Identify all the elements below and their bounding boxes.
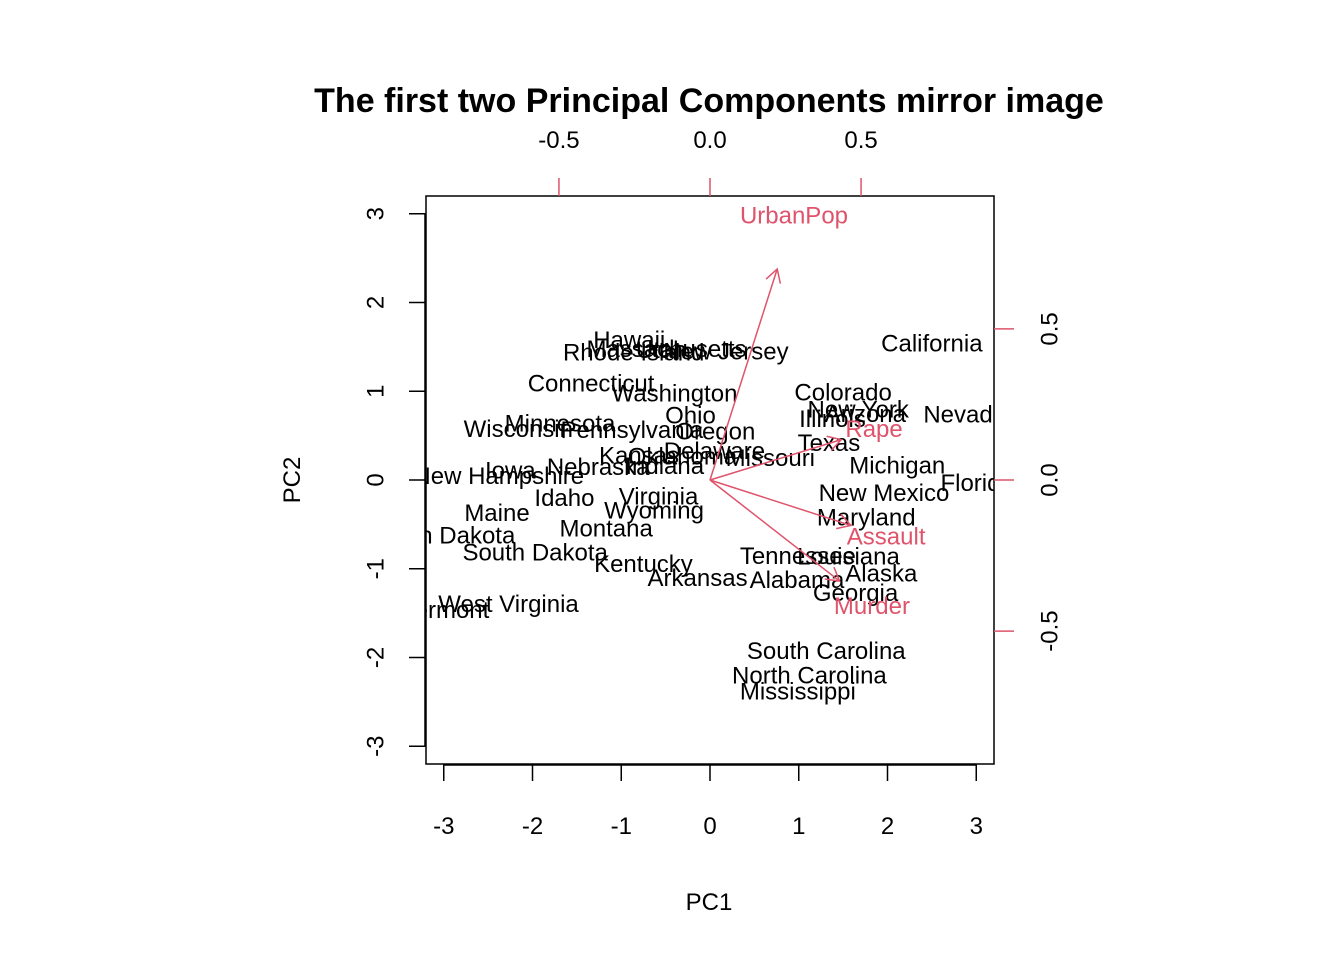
point-label: California <box>881 331 983 358</box>
x-tick-label: 1 <box>792 813 805 840</box>
point-label: Minnesota <box>505 411 616 438</box>
point-label: Wisconsin <box>464 416 573 443</box>
point-label: Georgia <box>813 580 899 607</box>
point-label: Louisiana <box>797 544 900 571</box>
point-label: Hawaii <box>593 327 665 354</box>
x-tick-label: 3 <box>970 813 983 840</box>
x-tick-label: -1 <box>611 813 632 840</box>
left-axis: -3 -2 -1 0 1 2 3 <box>363 207 426 757</box>
bottom-axis: -3 -2 -1 0 1 2 3 <box>433 764 983 840</box>
top-axis: -0.5 0.0 0.5 <box>538 127 878 196</box>
point-label: Mississippi <box>740 679 856 706</box>
y-tick-label: 2 <box>363 296 390 309</box>
point-label: Alaska <box>845 561 918 588</box>
point-label: South Dakota <box>462 539 608 566</box>
loading-label: Assault <box>847 523 926 550</box>
right-tick-label: 0.5 <box>1037 312 1064 345</box>
right-tick-label: -0.5 <box>1037 610 1064 651</box>
point-label: Idaho <box>534 485 594 512</box>
y-tick-label: 1 <box>363 385 390 398</box>
loading-arrowhead <box>826 435 843 452</box>
right-axis: -0.5 0.0 0.5 <box>994 312 1064 652</box>
loading-vectors-layer: Murder Assault UrbanPop Rape <box>709 203 926 620</box>
y-axis-label: PC2 <box>279 457 306 504</box>
point-label: Maine <box>464 500 529 527</box>
point-label: Nebraska <box>547 454 650 481</box>
x-axis-label: PC1 <box>686 889 733 916</box>
point-label: North Carolina <box>732 663 887 690</box>
point-label: Kentucky <box>594 551 693 578</box>
chart-title: The first two Principal Components mirro… <box>314 82 1104 120</box>
point-label: Florida <box>940 470 1014 497</box>
y-tick-label: -1 <box>363 558 390 579</box>
top-tick-label: -0.5 <box>538 127 579 154</box>
loading-arrow <box>709 479 852 527</box>
x-tick-label: -2 <box>522 813 543 840</box>
loading-arrow <box>709 438 842 481</box>
point-label: Oregon <box>675 419 755 446</box>
point-label: Rhode Island <box>563 340 704 367</box>
point-label: Michigan <box>849 452 945 479</box>
point-label: Colorado <box>794 380 891 407</box>
point-label: Arizona <box>825 401 907 428</box>
loading-label: Murder <box>834 593 910 620</box>
x-tick-label: 0 <box>703 813 716 840</box>
point-label: Massachusetts <box>586 336 746 363</box>
loading-arrow <box>709 268 778 481</box>
point-label: New York <box>808 396 910 423</box>
point-label: Kansas <box>599 443 679 470</box>
point-label: Utah <box>636 337 687 364</box>
point-label: South Carolina <box>747 638 906 665</box>
point-label: Montana <box>559 515 653 542</box>
point-label: West Virginia <box>438 591 579 618</box>
point-label: New Hampshire <box>413 463 584 490</box>
loading-arrowhead <box>824 566 841 582</box>
loading-arrow <box>709 479 841 582</box>
point-label: Tennessee <box>740 543 856 570</box>
point-label: New Jersey <box>663 339 788 366</box>
point-label: Iowa <box>485 458 536 485</box>
point-label: North Dakota <box>374 522 516 549</box>
loading-arrowhead <box>836 513 853 530</box>
point-label: Connecticut <box>528 371 655 398</box>
point-label: Pennsylvania <box>561 417 704 444</box>
x-tick-label: -3 <box>433 813 454 840</box>
point-label: Oklahoma <box>628 443 738 470</box>
point-label: Washington <box>612 380 738 407</box>
loading-label: Rape <box>845 416 902 443</box>
loading-label: UrbanPop <box>740 203 848 230</box>
point-label: Delaware <box>664 438 765 465</box>
point-label: Ohio <box>665 403 716 430</box>
point-labels-layer: Alabama AlaskaArizonaArkansasCaliforniaCo… <box>374 327 1014 706</box>
point-label: Vermont <box>400 597 490 624</box>
point-label: Nevada <box>923 402 1006 429</box>
point-label: Missouri <box>726 445 815 472</box>
point-label: Wyoming <box>604 498 704 525</box>
top-tick-label: 0.5 <box>844 127 877 154</box>
right-tick-label: 0.0 <box>1037 463 1064 496</box>
y-tick-label: -3 <box>363 736 390 757</box>
point-label: Indiana <box>625 453 704 480</box>
y-tick-label: 3 <box>363 207 390 220</box>
point-label: New Mexico <box>819 480 950 507</box>
point-label: Maryland <box>817 505 916 532</box>
top-tick-label: 0.0 <box>693 127 726 154</box>
point-label: Virginia <box>619 483 699 510</box>
y-tick-label: -2 <box>363 647 390 668</box>
point-label: Arkansas <box>648 565 748 592</box>
x-tick-label: 2 <box>881 813 894 840</box>
loading-arrowhead <box>765 267 782 284</box>
y-tick-label: 0 <box>363 473 390 486</box>
point-label: Illinois <box>799 406 866 433</box>
